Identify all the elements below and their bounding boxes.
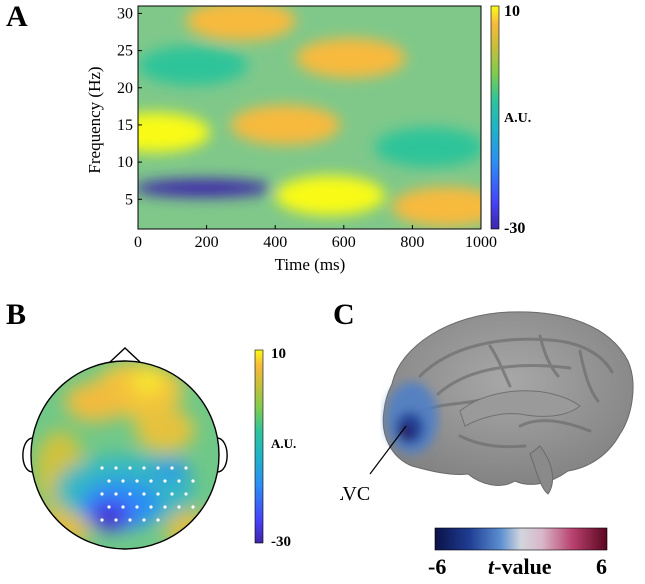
x-tick-label: 800 bbox=[400, 234, 424, 251]
x-axis-ticks: 0 200 400 600 800 1000 bbox=[134, 225, 497, 251]
brainstem bbox=[529, 445, 553, 495]
panel-a-label: A bbox=[6, 0, 28, 33]
colorbar-a-max: 10 bbox=[504, 3, 520, 20]
electrode-dot bbox=[121, 479, 125, 483]
panel-b-label: B bbox=[6, 298, 27, 331]
y-tick-label: 5 bbox=[125, 191, 133, 208]
electrode-dot bbox=[142, 466, 146, 470]
corpus-callosum bbox=[459, 390, 581, 427]
panel-c-label: C bbox=[333, 298, 355, 331]
x-tick-label: 200 bbox=[195, 234, 219, 251]
colorbar-a-min: -30 bbox=[504, 220, 525, 237]
electrode-dot bbox=[100, 492, 104, 496]
electrode-dot bbox=[184, 492, 188, 496]
colorbar-b-max: 10 bbox=[271, 346, 286, 362]
electrode-dot bbox=[128, 492, 132, 496]
y-tick-label: 25 bbox=[117, 43, 133, 60]
heatmap-blob-5 bbox=[374, 127, 481, 168]
y-tick-label: 10 bbox=[117, 154, 133, 171]
heatmap-blob-6 bbox=[295, 38, 406, 79]
heatmap-field bbox=[138, 6, 481, 229]
y-tick-label: 30 bbox=[117, 5, 133, 22]
heatmap-frame bbox=[137, 5, 482, 230]
electrode-dot bbox=[163, 479, 167, 483]
x-tick-label: 0 bbox=[134, 234, 142, 251]
x-tick-label: 600 bbox=[332, 234, 356, 251]
electrode-dot bbox=[163, 505, 167, 509]
electrode-dot bbox=[149, 479, 153, 483]
electrode-dot bbox=[100, 466, 104, 470]
heatmap-blob-1 bbox=[275, 175, 386, 216]
y-tick-label: 20 bbox=[117, 80, 133, 97]
colorbar-c-min: -6 bbox=[428, 554, 446, 576]
electrode-dot bbox=[128, 518, 132, 522]
y-axis-ticks: 5 10 15 20 25 30 bbox=[117, 5, 142, 208]
electrode-dot bbox=[135, 479, 139, 483]
electrode-dot bbox=[100, 518, 104, 522]
y-axis-label: Frequency (Hz) bbox=[85, 66, 104, 173]
colorbar-c bbox=[434, 527, 608, 551]
electrode-dot bbox=[114, 518, 118, 522]
electrode-dot bbox=[156, 466, 160, 470]
heatmap-blob-0 bbox=[138, 179, 274, 198]
x-tick-label: 400 bbox=[263, 234, 287, 251]
electrode-dot bbox=[191, 505, 195, 509]
electrode-dot bbox=[184, 466, 188, 470]
colorbar-c-mid: t-value bbox=[488, 554, 552, 576]
y-tick-label: 15 bbox=[117, 117, 133, 134]
colorbar-b-mid: A.U. bbox=[271, 436, 296, 451]
left-ear bbox=[22, 437, 34, 473]
heatmap-blob-2 bbox=[138, 112, 211, 153]
electrode-dot bbox=[142, 518, 146, 522]
lvc-label: LVC bbox=[340, 483, 370, 505]
heatmap-blob-4 bbox=[185, 6, 296, 41]
x-tick-label: 1000 bbox=[465, 234, 497, 251]
x-axis-label: Time (ms) bbox=[275, 255, 346, 274]
heatmap-blob-8 bbox=[230, 104, 341, 145]
electrode-dot bbox=[170, 466, 174, 470]
lvc-pointer-line bbox=[369, 425, 407, 475]
heatmap-blob-7 bbox=[391, 186, 481, 227]
nose bbox=[109, 347, 141, 363]
panel-b-chart: 10 A.U. -30 bbox=[22, 346, 296, 550]
colorbar-b-min: -30 bbox=[271, 534, 291, 550]
electrode-dot bbox=[142, 492, 146, 496]
electrode-dot bbox=[177, 505, 181, 509]
electrode-dot bbox=[107, 505, 111, 509]
topography-field bbox=[31, 361, 219, 549]
electrode-dot bbox=[170, 492, 174, 496]
electrode-dot bbox=[114, 466, 118, 470]
electrode-dot bbox=[156, 492, 160, 496]
electrode-markers bbox=[100, 466, 195, 522]
colorbar-a-mid: A.U. bbox=[504, 111, 531, 126]
electrode-dot bbox=[121, 505, 125, 509]
colorbar-b bbox=[254, 349, 264, 544]
electrode-dot bbox=[135, 505, 139, 509]
panel-c-chart: LVC -6 t-value 6 bbox=[340, 311, 634, 576]
heatmap-blob-3 bbox=[138, 45, 248, 86]
electrode-dot bbox=[177, 479, 181, 483]
head-outline bbox=[30, 360, 220, 550]
colorbar-c-max: 6 bbox=[596, 554, 607, 576]
colorbar-a bbox=[490, 5, 500, 230]
electrode-dot bbox=[191, 479, 195, 483]
electrode-dot bbox=[149, 505, 153, 509]
electrode-dot bbox=[114, 492, 118, 496]
right-ear bbox=[216, 437, 228, 473]
electrode-dot bbox=[128, 466, 132, 470]
electrode-dot bbox=[107, 479, 111, 483]
electrode-dot bbox=[156, 518, 160, 522]
